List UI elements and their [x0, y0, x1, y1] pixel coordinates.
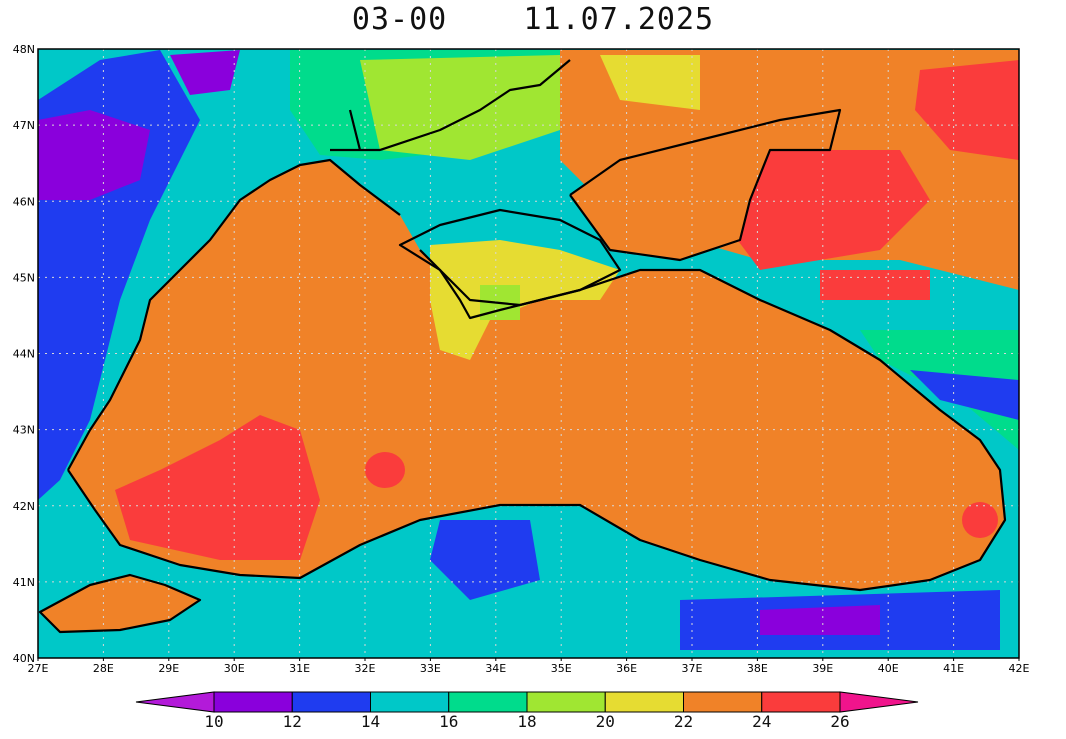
lon-tick-label: 36E — [616, 662, 637, 675]
map-title: 03-00 11.07.2025 — [0, 2, 1066, 37]
title-date: 11.07.2025 — [523, 2, 715, 37]
lat-tick-label: 48N — [13, 43, 35, 56]
zone-18-east — [860, 330, 1019, 450]
colorbar-over-arrow — [839, 691, 919, 713]
lat-tick-label: 44N — [13, 348, 35, 361]
colorbar-under-arrow — [135, 691, 215, 713]
zone-26-center-sea — [365, 452, 405, 488]
zone-10-southeast — [760, 605, 880, 635]
colorbar-swatch — [683, 691, 763, 713]
lat-tick-label: 41N — [13, 576, 35, 589]
marmara-sea — [40, 575, 200, 632]
zone-26-east-sea — [962, 502, 998, 538]
zone-22-northeast — [600, 55, 700, 110]
lon-tick-label: 39E — [812, 662, 833, 675]
colorbar-label: 24 — [752, 712, 771, 731]
lon-tick-label: 29E — [158, 662, 179, 675]
map-field — [38, 49, 1019, 658]
longitude-axis: 27E 28E 29E 30E 31E 32E 33E 34E 35E 36E 37E 38E 39E 4… — [28, 658, 1030, 675]
zone-12-south — [430, 520, 540, 600]
lat-tick-label: 45N — [13, 271, 35, 284]
zone-10-west — [38, 110, 150, 200]
lat-tick-label: 40N — [13, 652, 35, 665]
lon-tick-label: 40E — [878, 662, 899, 675]
lon-tick-label: 38E — [747, 662, 768, 675]
lat-tick-label: 42N — [13, 500, 35, 513]
lon-tick-label: 42E — [1009, 662, 1030, 675]
title-time: 03-00 — [351, 2, 448, 37]
colorbar-label: 10 — [204, 712, 223, 731]
colorbar-swatch — [291, 691, 371, 713]
lon-tick-label: 32E — [355, 662, 376, 675]
colorbar: 10 12 14 16 18 20 22 24 26 — [135, 691, 919, 731]
lon-tick-label: 35E — [551, 662, 572, 675]
lat-tick-label: 46N — [13, 195, 35, 208]
lon-tick-label: 28E — [93, 662, 114, 675]
colorbar-swatch — [448, 691, 528, 713]
colorbar-swatch — [526, 691, 606, 713]
zone-10-north — [170, 50, 240, 95]
lon-tick-label: 33E — [420, 662, 441, 675]
colorbar-label: 14 — [361, 712, 380, 731]
colorbar-swatch — [370, 691, 450, 713]
azov-sea — [570, 110, 840, 260]
colorbar-label: 20 — [596, 712, 615, 731]
zone-26-northeast — [915, 60, 1019, 160]
colorbar-label: 18 — [517, 712, 536, 731]
zone-26-west-sea — [115, 415, 320, 560]
zone-12-east — [910, 370, 1019, 420]
colorbar-swatch — [604, 691, 684, 713]
lon-tick-label: 34E — [485, 662, 506, 675]
latitude-axis: 40N 41N 42N 43N 44N 45N 46N 47N 48N — [13, 43, 35, 665]
lon-tick-label: 27E — [28, 662, 49, 675]
colorbar-label: 12 — [283, 712, 302, 731]
colorbar-swatch — [761, 691, 841, 713]
lat-tick-label: 43N — [13, 424, 35, 437]
lon-tick-label: 37E — [682, 662, 703, 675]
zone-20-north — [360, 55, 560, 160]
zone-26-azov-east — [730, 150, 930, 270]
lon-tick-label: 41E — [943, 662, 964, 675]
coastlines — [38, 59, 1007, 634]
colorbar-label: 22 — [674, 712, 693, 731]
colorbar-label: 26 — [830, 712, 849, 731]
lon-tick-label: 30E — [224, 662, 245, 675]
colorbar-label: 16 — [439, 712, 458, 731]
zone-22-crimea-coast — [430, 240, 620, 360]
lat-tick-label: 47N — [13, 119, 35, 132]
zone-26-kuban — [820, 270, 930, 300]
map-frame — [37, 48, 1020, 659]
colorbar-swatch — [213, 691, 293, 713]
lon-tick-label: 31E — [289, 662, 310, 675]
